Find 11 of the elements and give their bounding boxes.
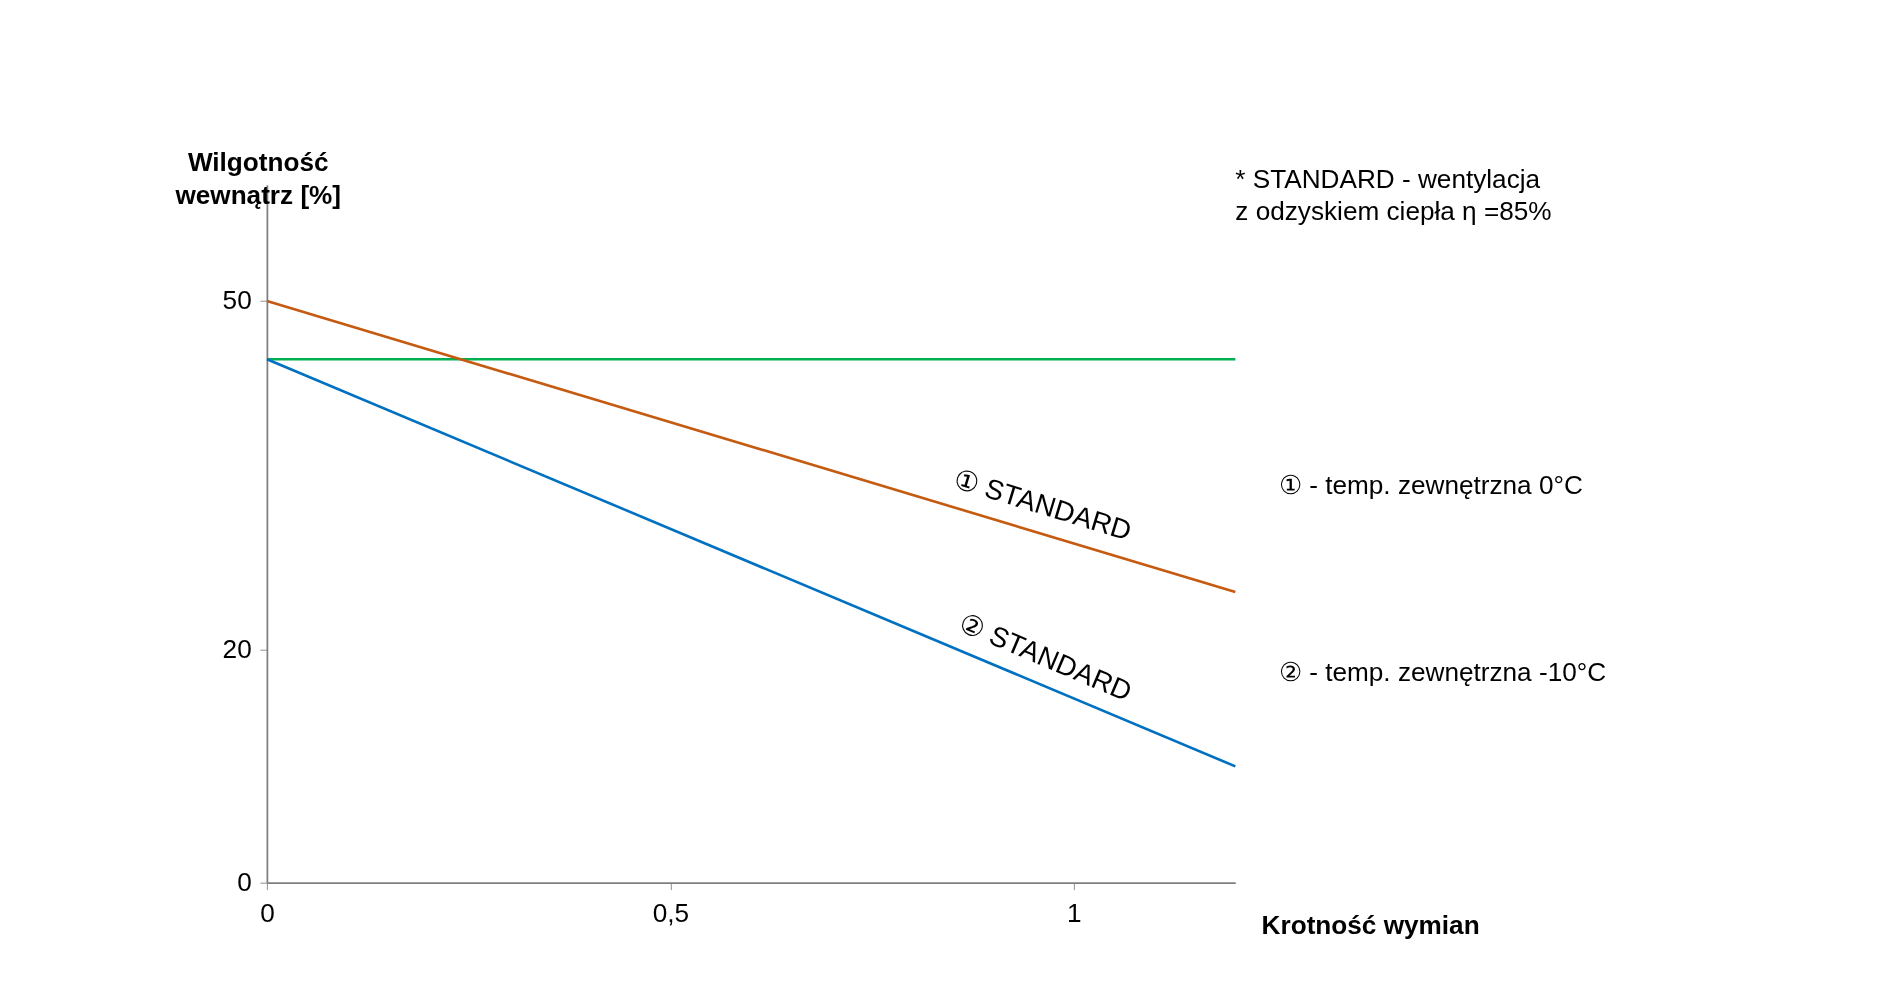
x-tick-label: 0,5 — [652, 897, 690, 928]
y-tick-label: 20 — [222, 634, 252, 665]
text: ② - temp. zewnętrzna -10°C — [1278, 657, 1607, 688]
x-tick-label: 0 — [260, 897, 275, 928]
annotation: * STANDARD - wentylacja z odzyskiem ciepła η =85% — [1235, 164, 1552, 226]
x-tick-label: 1 — [1067, 897, 1082, 928]
text: ① - temp. zewnętrzna 0°C — [1278, 469, 1583, 500]
y-axis-title: Wilgotność wewnątrz [%] — [174, 146, 342, 210]
x-axis-title: Krotność wymian — [1261, 910, 1480, 941]
y-tick-label: 50 — [222, 285, 252, 316]
y-tick-label: 0 — [237, 866, 252, 897]
